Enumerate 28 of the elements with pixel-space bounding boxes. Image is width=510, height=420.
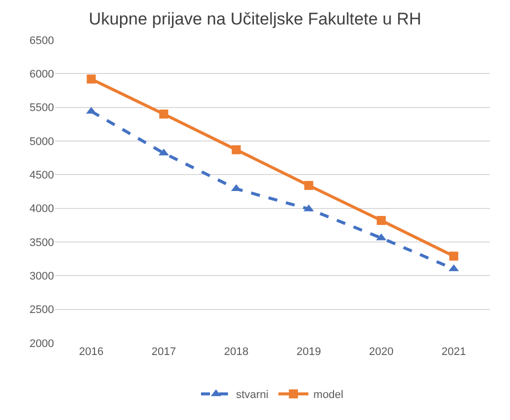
y-tick-label: 3500 — [30, 236, 54, 249]
x-tick-label: 2019 — [296, 346, 321, 358]
point — [232, 145, 241, 154]
x-tick-label: 2020 — [369, 346, 394, 358]
y-tick-label: 6000 — [30, 68, 54, 81]
y-tick-label: 4000 — [30, 203, 54, 216]
x-tick-label: 2018 — [224, 346, 248, 358]
chart-title: Ukupne prijave na Učiteljske Fakultete u RH — [88, 10, 422, 28]
y-tick-label: 2500 — [30, 304, 54, 316]
y-tick-label: 6500 — [30, 34, 54, 47]
y-tick-label: 2000 — [30, 338, 54, 350]
point — [448, 264, 459, 272]
y-tick-label: 5000 — [30, 136, 54, 148]
point — [376, 233, 386, 240]
point — [86, 74, 96, 84]
x-tick-label: 2021 — [442, 346, 466, 358]
legend-label: model — [313, 389, 344, 402]
point — [304, 180, 314, 190]
point — [376, 216, 386, 225]
y-tick-label: 5500 — [30, 102, 54, 114]
y-tick-label: 3000 — [30, 270, 54, 283]
y-tick-label: 4500 — [30, 170, 54, 182]
x-tick-label: 2016 — [79, 346, 104, 358]
point — [86, 106, 96, 114]
legend-label: stvarni — [236, 389, 268, 402]
x-tick-label: 2017 — [152, 346, 176, 358]
point — [159, 110, 168, 119]
point — [449, 252, 458, 261]
